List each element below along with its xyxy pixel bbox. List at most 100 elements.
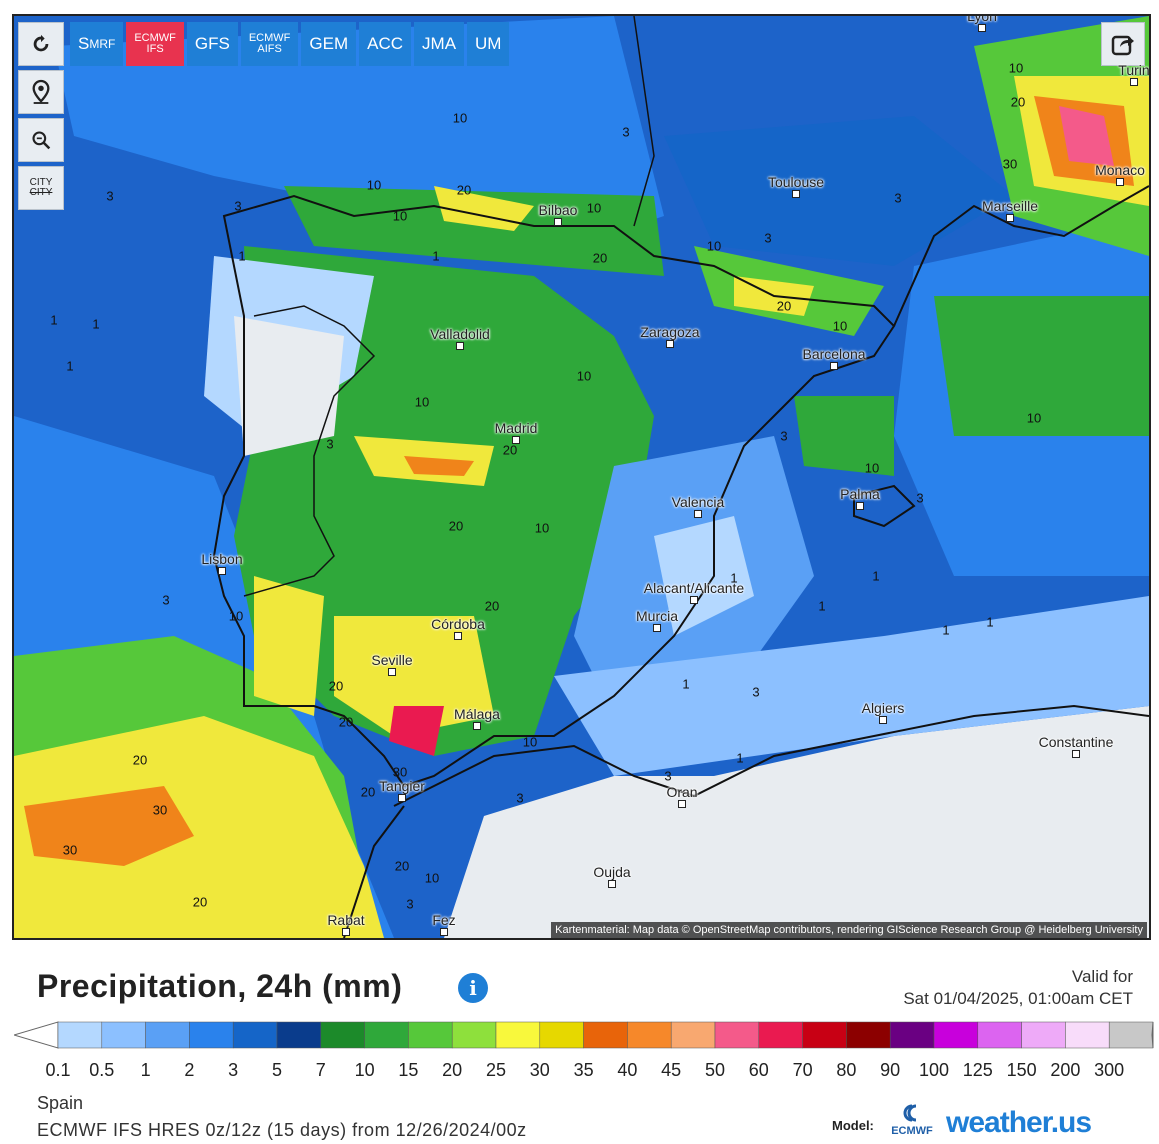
legend-swatch xyxy=(1065,1021,1110,1049)
reload-button[interactable] xyxy=(18,22,64,66)
city-label: Zaragoza xyxy=(640,324,700,340)
legend-swatch xyxy=(846,1021,891,1049)
contour-label: 20 xyxy=(592,250,608,266)
legend-label: 7 xyxy=(315,1060,326,1080)
city-label: Bilbao xyxy=(538,202,578,218)
tab-acc[interactable]: ACC xyxy=(359,22,412,66)
page-title: Precipitation, 24h (mm) xyxy=(37,968,403,1004)
brand-block: Model: ECMWF weather.us xyxy=(830,1096,1150,1144)
tab-um[interactable]: UM xyxy=(467,22,510,66)
contour-label: 3 xyxy=(764,230,772,246)
ecmwf-icon xyxy=(903,1104,917,1122)
model-label: Model: xyxy=(832,1118,874,1133)
city-marker xyxy=(218,567,226,575)
contour-label: 3 xyxy=(664,768,672,784)
city-marker xyxy=(978,24,986,32)
tab-ecmwf-ifs[interactable]: ECMWF IFS xyxy=(126,22,184,66)
info-icon[interactable]: i xyxy=(458,973,488,1003)
legend-swatch xyxy=(714,1021,760,1049)
weather-us-logo[interactable]: weather.us xyxy=(946,1106,1092,1139)
color-legend xyxy=(14,1021,1154,1049)
legend-label: 90 xyxy=(880,1060,901,1080)
legend-label: 3 xyxy=(228,1060,239,1080)
contour-label: 10 xyxy=(864,460,880,476)
location-button[interactable] xyxy=(18,70,64,114)
contour-label: 3 xyxy=(234,198,242,214)
city-marker xyxy=(440,928,448,936)
city-marker xyxy=(398,794,406,802)
legend-swatch xyxy=(758,1021,803,1049)
map-canvas[interactable] xyxy=(14,16,1149,938)
contour-label: 3 xyxy=(516,790,524,806)
contour-label: 30 xyxy=(62,842,78,858)
city-marker xyxy=(694,510,702,518)
city-marker xyxy=(342,928,350,936)
city-label: Alacant/Alicante xyxy=(643,580,745,596)
contour-label: 3 xyxy=(752,684,760,700)
legend-label: 20 xyxy=(442,1060,463,1080)
valid-datetime: Sat 01/04/2025, 01:00am CET xyxy=(903,989,1133,1008)
model-tabs: S MRF ECMWF IFS GFS ECMWF AIFS GEM ACC JMA … xyxy=(70,22,510,66)
legend-swatch xyxy=(232,1021,278,1049)
precipitation-map[interactable]: CITY CITY S MRF ECMWF IFS GFS ECMWF AIFS GEM… xyxy=(12,14,1151,940)
contour-label: 20 xyxy=(448,518,464,534)
contour-label: 20 xyxy=(502,442,518,458)
city-label: Algiers xyxy=(861,700,905,716)
legend-swatch xyxy=(276,1021,322,1049)
contour-label: 20 xyxy=(484,598,500,614)
city-toggle-button[interactable]: CITY CITY xyxy=(18,166,64,210)
tab-gfs[interactable]: GFS xyxy=(186,22,238,66)
city-marker xyxy=(830,362,838,370)
contour-label: 20 xyxy=(338,714,354,730)
city-label: Málaga xyxy=(454,706,500,722)
city-marker xyxy=(879,716,887,724)
contour-label: 20 xyxy=(1010,94,1026,110)
share-button[interactable] xyxy=(1101,22,1145,66)
contour-label: 20 xyxy=(456,182,472,198)
city-label: Valladolid xyxy=(430,326,490,342)
legend-label: 0.5 xyxy=(89,1060,115,1080)
contour-label: 3 xyxy=(916,490,924,506)
legend-swatch xyxy=(1108,1021,1154,1049)
zoom-icon xyxy=(32,131,51,150)
legend-label: 70 xyxy=(792,1060,813,1080)
contour-label: 10 xyxy=(1008,60,1024,76)
legend-label: 200 xyxy=(1050,1060,1081,1080)
contour-label: 10 xyxy=(586,200,602,216)
contour-label: 10 xyxy=(522,734,538,750)
contour-label: 20 xyxy=(360,784,376,800)
contour-label: 3 xyxy=(894,190,902,206)
legend-swatch xyxy=(495,1021,541,1049)
legend-label: 15 xyxy=(398,1060,419,1080)
city-marker xyxy=(608,880,616,888)
contour-label: 20 xyxy=(192,894,208,910)
legend-label: 2 xyxy=(184,1060,195,1080)
contour-label: 10 xyxy=(1026,410,1042,426)
city-marker xyxy=(512,436,520,444)
legend-swatch xyxy=(145,1021,190,1049)
tab-smrf[interactable]: S MRF xyxy=(70,22,124,66)
contour-label: 10 xyxy=(534,520,550,536)
legend-swatch xyxy=(889,1021,935,1049)
tab-jma[interactable]: JMA xyxy=(414,22,465,66)
city-marker xyxy=(388,668,396,676)
contour-label: 10 xyxy=(832,318,848,334)
city-label: Fez xyxy=(432,912,456,928)
city-label: Turin xyxy=(1118,62,1150,78)
legend-min-arrow xyxy=(14,1021,59,1049)
contour-label: 1 xyxy=(736,750,744,766)
tab-gem[interactable]: GEM xyxy=(301,22,357,66)
contour-label: 1 xyxy=(818,598,826,614)
contour-label: 1 xyxy=(50,312,58,328)
city-label: Constantine xyxy=(1038,734,1114,750)
contour-label: 10 xyxy=(392,208,408,224)
legend-label: 50 xyxy=(704,1060,726,1080)
contour-label: 10 xyxy=(228,608,244,624)
legend-label: 25 xyxy=(485,1060,507,1080)
contour-label: 10 xyxy=(366,177,382,193)
map-attribution: Kartenmaterial: Map data © OpenStreetMap… xyxy=(551,922,1147,938)
tab-ecmwf-aifs[interactable]: ECMWF AIFS xyxy=(240,22,299,66)
zoom-button[interactable] xyxy=(18,118,64,162)
legend-label: 45 xyxy=(661,1060,682,1080)
city-label: Córdoba xyxy=(431,616,485,632)
